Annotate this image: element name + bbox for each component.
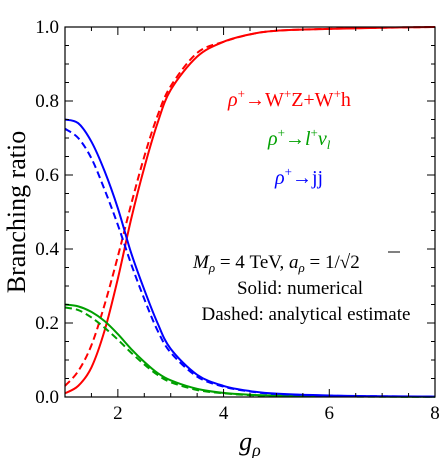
x-tick-label: 6 xyxy=(325,403,335,424)
annotation-text: Mρ = 4 TeV, aρ = 1/√2 Solid: numerical D… xyxy=(192,251,411,325)
series-line-5-dashed xyxy=(64,127,436,398)
series-line-1-dashed xyxy=(64,26,436,387)
y-axis-title: Branching ratio xyxy=(2,131,31,293)
series-line-3-dashed xyxy=(64,306,436,398)
y-tick-label: 0.6 xyxy=(35,165,59,186)
annotation-eq: = 4 TeV, xyxy=(215,252,289,273)
x-tick-label: 4 xyxy=(219,403,229,424)
legend-entry-0: ρ+→W+Z+W+h xyxy=(227,86,351,111)
legend-entry-2: ρ+→jj xyxy=(274,164,323,189)
y-tick-label: 1.0 xyxy=(35,17,59,38)
x-axis-title: gρ xyxy=(239,427,261,458)
series-line-2-solid xyxy=(64,303,436,398)
legend: ρ+→W+Z+W+h ρ+→l+νl ρ+→jj xyxy=(227,86,351,189)
annotation-a: a xyxy=(289,252,299,273)
annotation-line1: Mρ = 4 TeV, aρ = 1/√2 xyxy=(192,252,360,275)
y-tick-label: 0.2 xyxy=(35,313,59,334)
x-tick-label: 2 xyxy=(113,403,123,424)
series-line-4-solid xyxy=(64,118,436,398)
annotation-a-sub: ρ xyxy=(298,260,305,275)
annotation-sqrt-sign: √ xyxy=(340,252,351,273)
annotation-line3: Dashed: analytical estimate xyxy=(202,304,411,325)
annotation-m-sub: ρ xyxy=(208,260,215,275)
x-tick-label: 8 xyxy=(430,403,440,424)
annotation-line2: Solid: numerical xyxy=(237,278,363,299)
series-line-0-solid xyxy=(64,26,436,395)
y-tick-label: 0.4 xyxy=(35,239,59,260)
x-axis-title-g: g xyxy=(239,427,252,456)
ticks-layer: 2 4 6 8 0.0 0.2 0.4 0.6 0.8 1.0 xyxy=(35,17,440,424)
x-axis-title-sub: ρ xyxy=(251,440,261,458)
annotation-sqrt-arg: 2 xyxy=(350,252,360,273)
annotation-m: M xyxy=(192,252,210,273)
annotation-eq2: = 1/ xyxy=(305,252,341,273)
y-tick-label: 0.8 xyxy=(35,91,59,112)
series-layer xyxy=(64,26,436,398)
y-tick-label: 0.0 xyxy=(35,387,59,408)
legend-entry-1: ρ+→l+νl xyxy=(267,125,331,152)
